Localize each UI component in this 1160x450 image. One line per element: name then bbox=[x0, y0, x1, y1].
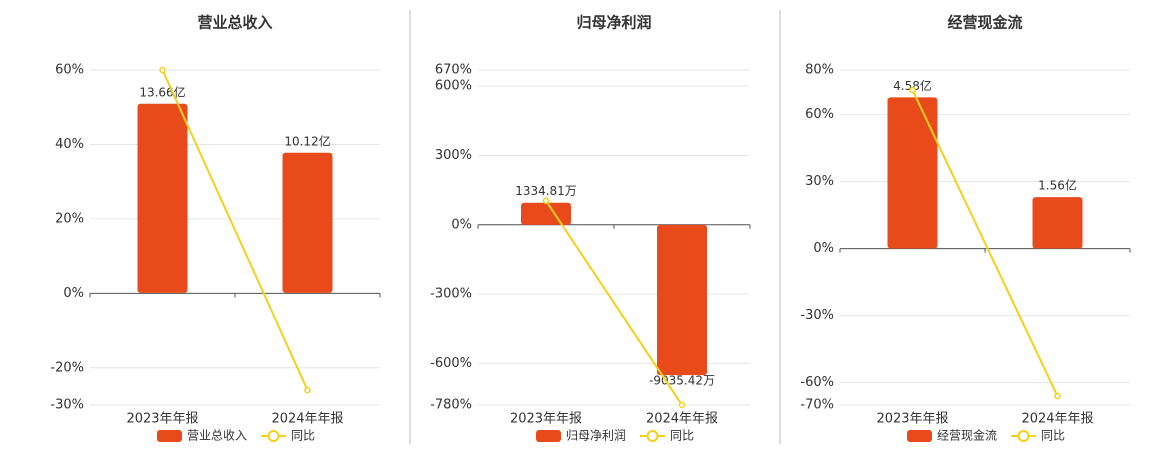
legend-label: 同比 bbox=[1041, 429, 1065, 443]
yoy-line bbox=[545, 200, 683, 406]
y-tick-label: 60% bbox=[805, 107, 834, 122]
y-tick-label: 20% bbox=[55, 211, 84, 226]
bar bbox=[137, 103, 188, 293]
yoy-point bbox=[159, 66, 166, 74]
y-tick-label: 0% bbox=[451, 217, 472, 232]
yoy-line bbox=[161, 69, 309, 391]
x-tick-label: 2024年年报 bbox=[1021, 412, 1093, 427]
legend-label: 归母净利润 bbox=[566, 429, 626, 443]
x-tick-label: 2023年年报 bbox=[126, 412, 198, 427]
bar bbox=[282, 152, 333, 293]
y-tick-label: -600% bbox=[430, 356, 472, 371]
legend-label: 同比 bbox=[670, 429, 694, 443]
bar bbox=[887, 97, 938, 249]
legend-swatch bbox=[646, 430, 659, 442]
bar-value-label: -9035.42万 bbox=[649, 374, 715, 388]
y-tick-label: 0% bbox=[63, 286, 84, 301]
legend-swatch bbox=[1017, 430, 1030, 442]
legend-swatch bbox=[907, 430, 932, 442]
y-tick-label: -30% bbox=[50, 398, 84, 413]
legend-swatch bbox=[536, 430, 561, 442]
y-tick-label: 670% bbox=[435, 63, 472, 78]
y-tick-label: 40% bbox=[55, 137, 84, 152]
yoy-point bbox=[304, 386, 311, 394]
bar-value-label: 10.12亿 bbox=[284, 133, 330, 148]
y-tick-label: 60% bbox=[55, 63, 84, 78]
bar bbox=[521, 202, 571, 225]
x-tick-label: 2023年年报 bbox=[876, 412, 948, 427]
yoy-line bbox=[911, 89, 1059, 397]
bar bbox=[657, 224, 707, 376]
legend-swatch bbox=[267, 430, 280, 442]
y-tick-label: -60% bbox=[800, 375, 834, 390]
bar bbox=[1032, 197, 1083, 249]
x-tick-label: 2024年年报 bbox=[646, 412, 718, 427]
y-tick-label: 80% bbox=[805, 63, 834, 78]
legend-label: 营业总收入 bbox=[187, 429, 247, 443]
legend-swatch bbox=[157, 430, 182, 442]
y-tick-label: 600% bbox=[435, 79, 472, 94]
x-tick-label: 2023年年报 bbox=[510, 412, 582, 427]
y-tick-label: 0% bbox=[813, 241, 834, 256]
yoy-point bbox=[1054, 392, 1061, 400]
bar-value-label: 4.58亿 bbox=[893, 78, 932, 93]
y-tick-label: -30% bbox=[800, 308, 834, 323]
y-tick-label: -780% bbox=[430, 398, 472, 413]
y-tick-label: 30% bbox=[805, 174, 834, 189]
chart-title: 归母净利润 bbox=[576, 14, 651, 32]
legend-label: 经营现金流 bbox=[937, 428, 997, 443]
bar-value-label: 1.56亿 bbox=[1038, 178, 1077, 193]
yoy-point bbox=[909, 86, 916, 94]
x-tick-label: 2024年年报 bbox=[271, 412, 343, 427]
y-tick-label: 300% bbox=[435, 148, 472, 163]
chart-title: 营业总收入 bbox=[197, 14, 272, 32]
chart-title: 经营现金流 bbox=[947, 14, 1022, 32]
y-tick-label: -300% bbox=[430, 287, 472, 302]
bar-value-label: 13.66亿 bbox=[139, 84, 185, 99]
y-tick-label: -70% bbox=[800, 398, 834, 413]
yoy-point bbox=[542, 197, 550, 205]
bar-value-label: 1334.81万 bbox=[515, 184, 577, 198]
y-tick-label: -20% bbox=[50, 360, 84, 375]
yoy-point bbox=[678, 401, 686, 409]
legend-label: 同比 bbox=[291, 429, 315, 443]
